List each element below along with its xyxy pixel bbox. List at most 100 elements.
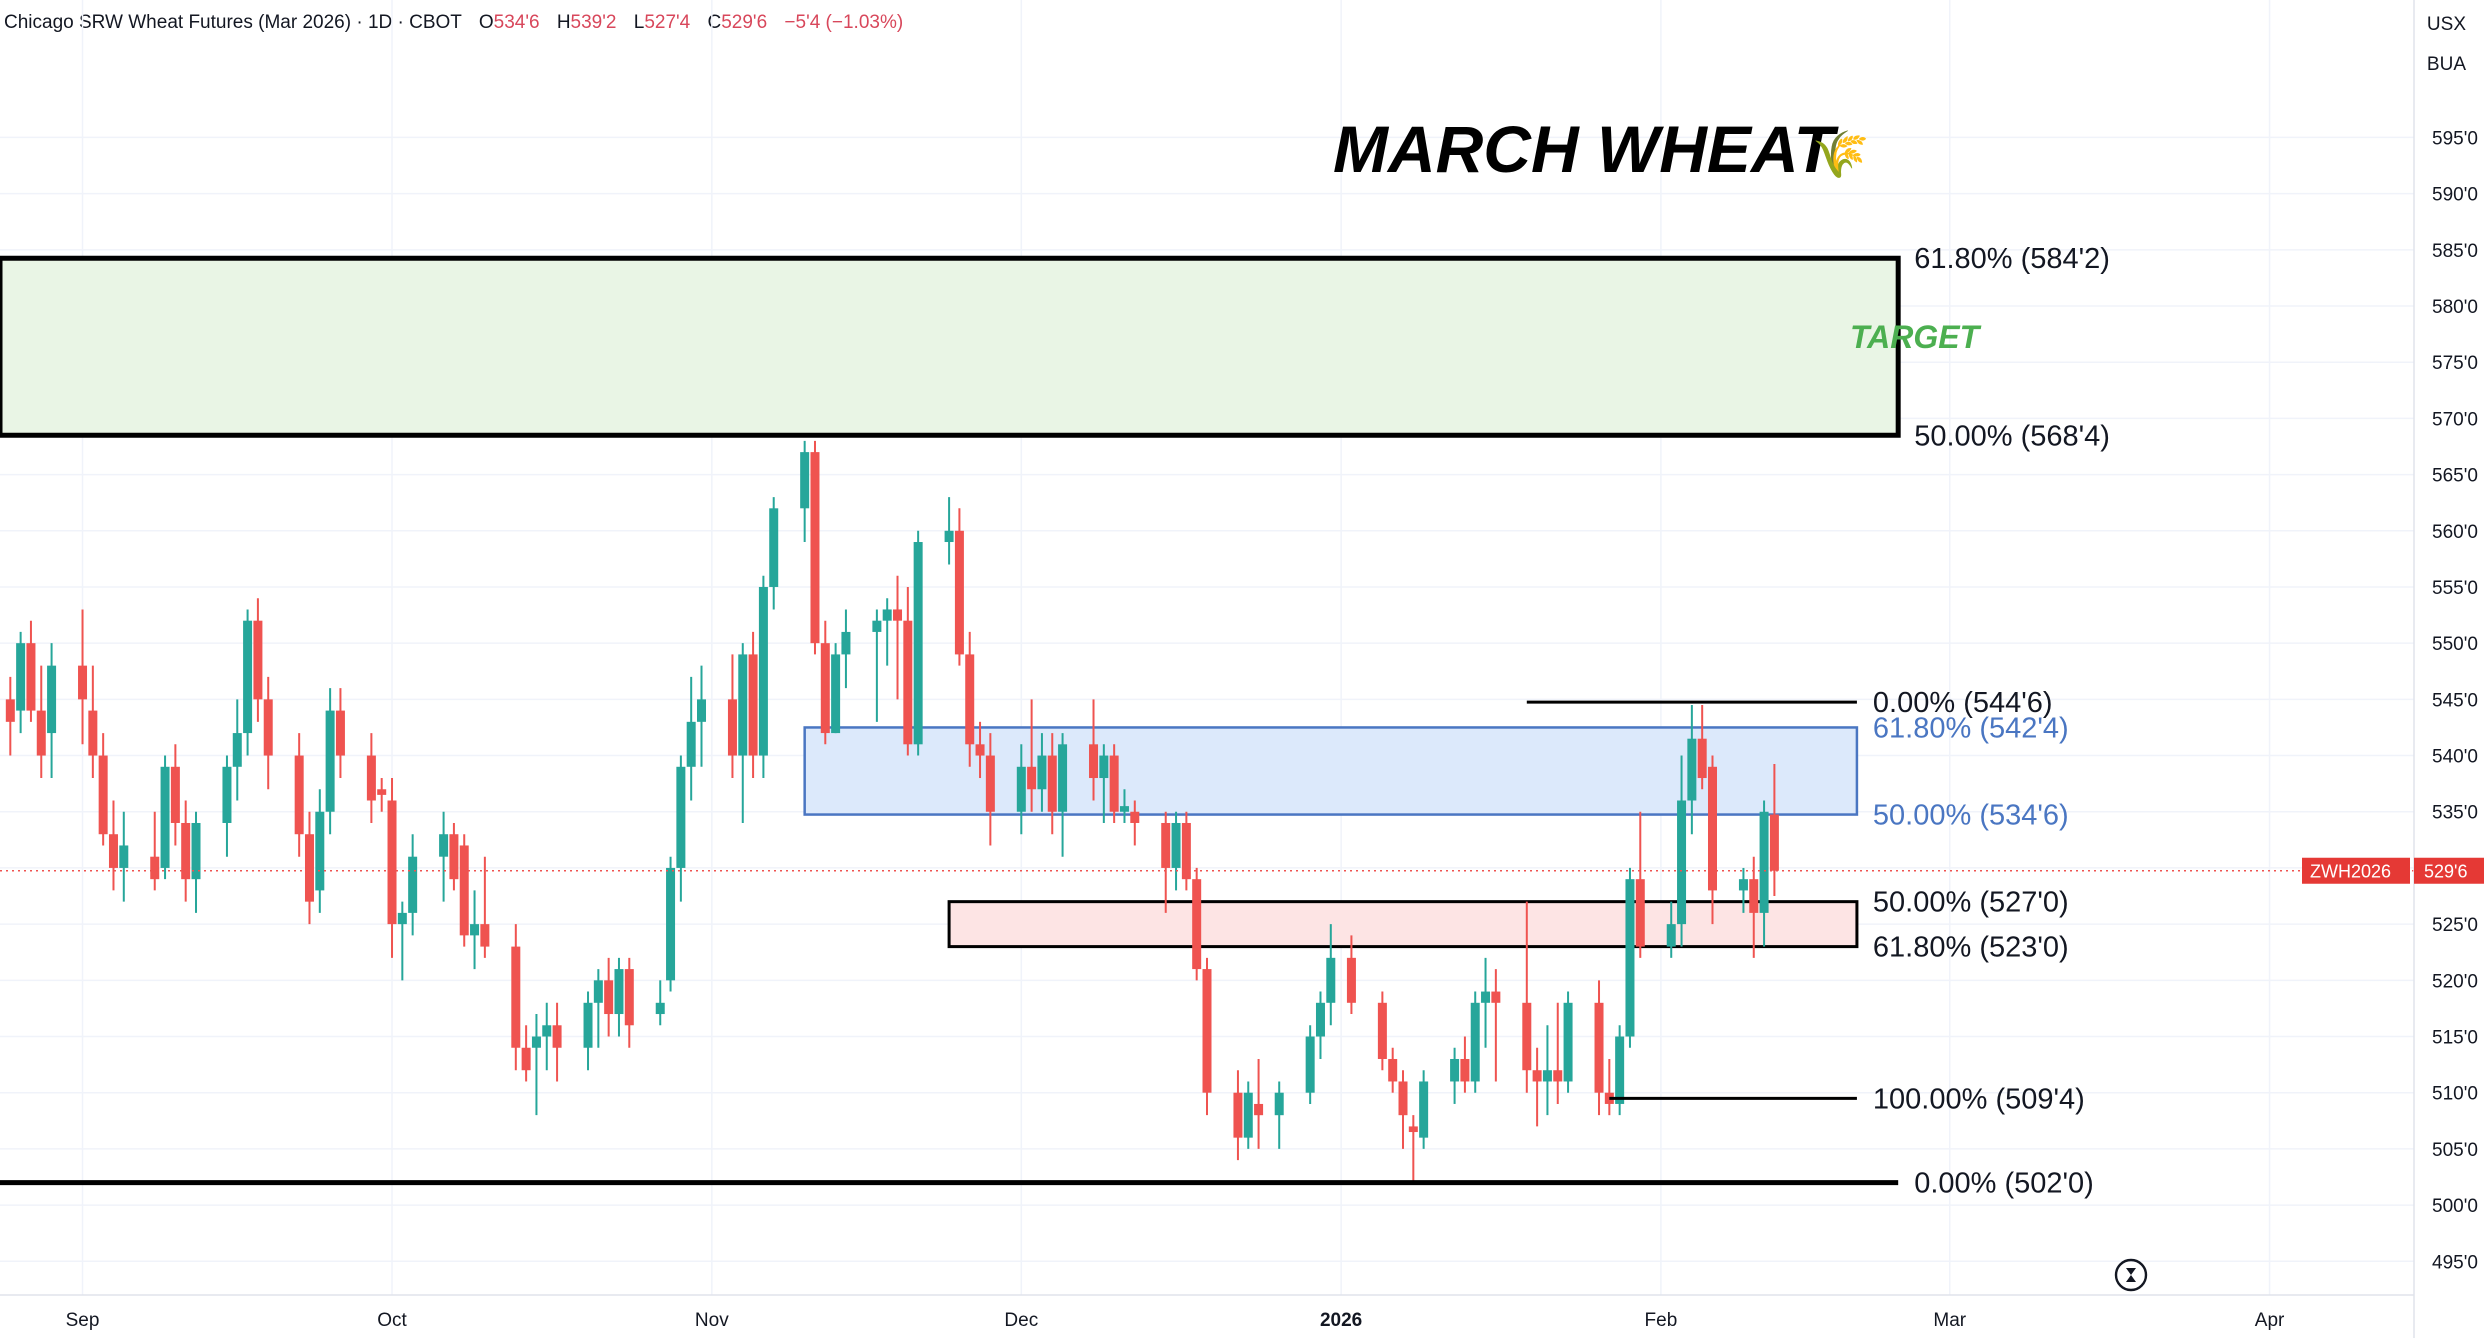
candle (26, 620, 36, 722)
candle-body (1305, 1036, 1315, 1093)
candle (108, 800, 118, 891)
candle (882, 598, 892, 666)
candle (666, 856, 676, 992)
candle-body (243, 620, 253, 734)
candle (800, 440, 810, 543)
candle (820, 620, 830, 745)
candle (1181, 811, 1191, 891)
candle (831, 643, 841, 734)
target-zone (0, 255, 1901, 438)
y-tick-label: 500'0 (2432, 1196, 2478, 1217)
candle-body (1470, 1002, 1480, 1082)
candle (449, 822, 459, 891)
candle-body (1326, 957, 1336, 1003)
candle-body (1738, 879, 1748, 891)
candle-body (1388, 1058, 1398, 1082)
price-badge-bg (2414, 857, 2484, 884)
chart-title: MARCH WHEAT (1333, 112, 1839, 186)
volume-unit: BUA (2426, 54, 2466, 75)
candle (1615, 1025, 1625, 1116)
price-badge: ZWH2026 529'6 (2302, 857, 2484, 884)
y-tick-label: 535'0 (2432, 803, 2478, 824)
candle (1388, 1047, 1398, 1093)
x-tick-label: Oct (377, 1310, 407, 1331)
candle-body (439, 834, 449, 857)
y-tick-label: 585'0 (2432, 241, 2478, 262)
candle (170, 744, 180, 846)
close-label: C (707, 12, 722, 33)
fib-label: 61.80% (523'0) (1873, 932, 2069, 964)
x-tick-label: Dec (1004, 1310, 1038, 1331)
candle-body (552, 1025, 562, 1048)
candle (1769, 763, 1779, 897)
candle-body (903, 620, 913, 745)
x-tick-label: Mar (1933, 1310, 1966, 1331)
candle (604, 957, 614, 1037)
candle (408, 834, 418, 936)
y-tick-label: 520'0 (2432, 971, 2478, 992)
candle (243, 609, 253, 756)
y-tick-label: 590'0 (2432, 185, 2478, 206)
low-label: L (633, 12, 645, 33)
candle-body (1460, 1058, 1470, 1082)
y-tick-label: 575'0 (2432, 353, 2478, 374)
candle (1243, 1081, 1253, 1149)
candle (1233, 1070, 1243, 1161)
candle (232, 699, 242, 801)
candle-body (882, 609, 892, 621)
candle-body (748, 654, 758, 756)
candle (397, 901, 407, 981)
candle-body (253, 620, 263, 700)
y-tick-label: 515'0 (2432, 1028, 2478, 1049)
candle-body (1542, 1070, 1552, 1082)
candle (78, 609, 88, 745)
fib-label: 50.00% (527'0) (1873, 887, 2069, 919)
annotation-zones (0, 255, 1901, 949)
candle (1481, 957, 1491, 1048)
candle-body (1161, 822, 1171, 868)
candle (542, 1002, 552, 1071)
candle-body (1398, 1081, 1408, 1116)
x-tick-label: Sep (66, 1310, 100, 1331)
candle (150, 811, 160, 891)
replay-icon[interactable] (2114, 1258, 2148, 1292)
candle (810, 440, 820, 655)
candle (655, 980, 665, 1026)
candle (1749, 856, 1759, 958)
candle (1666, 901, 1676, 958)
candle-body (1346, 957, 1356, 1003)
candle-body (542, 1025, 552, 1037)
candle (253, 598, 263, 722)
candle (1274, 1081, 1284, 1149)
candle (1192, 867, 1202, 981)
candle (1687, 704, 1697, 835)
candle (222, 755, 232, 857)
candle (841, 609, 851, 689)
candle-body (604, 980, 614, 1015)
candle-body (377, 789, 387, 795)
candle (1254, 1058, 1264, 1149)
candle (98, 733, 108, 846)
x-tick-label: Feb (1645, 1310, 1678, 1331)
candle-body (1769, 814, 1779, 871)
candle-body (872, 620, 882, 632)
candle-body (1202, 969, 1212, 1093)
candle (913, 530, 923, 756)
candle (1594, 980, 1604, 1116)
candle-body (893, 609, 903, 621)
candle-body (47, 665, 57, 734)
candle (1470, 991, 1480, 1093)
candle-body (1408, 1126, 1418, 1133)
y-tick-label: 510'0 (2432, 1084, 2478, 1105)
candle (1109, 744, 1119, 823)
candle-body (98, 755, 108, 835)
candle-body (1192, 879, 1202, 970)
candle (1099, 744, 1109, 823)
candle (263, 676, 273, 790)
candle (366, 733, 376, 823)
candle (975, 721, 985, 779)
candle-body (1099, 755, 1109, 779)
candle (985, 733, 995, 846)
